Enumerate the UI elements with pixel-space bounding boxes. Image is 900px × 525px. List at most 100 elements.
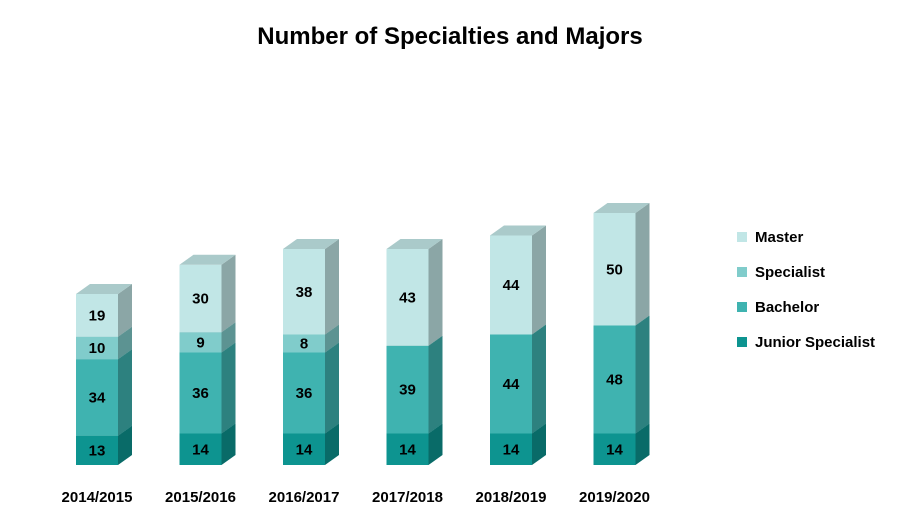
x-tick-label-2016-2017: 2016/2017 <box>269 489 340 506</box>
bar-top-master-2015-2016 <box>179 254 236 265</box>
legend-item-specialist: Specialist <box>737 264 825 281</box>
bar-top-master-2016-2017 <box>283 239 339 249</box>
data-label-junior-specialist-2016-2017: 14 <box>296 441 313 458</box>
data-label-master-2018-2019: 44 <box>503 277 520 294</box>
data-label-master-2017-2018: 43 <box>399 289 416 306</box>
bar-side-junior-specialist-2019-2020 <box>635 423 650 465</box>
data-label-master-2015-2016: 30 <box>192 291 209 308</box>
bar-front-specialist-2016-2017 <box>283 334 325 353</box>
data-label-bachelor-2016-2017: 36 <box>296 385 313 402</box>
x-tick-label-2014-2015: 2014/2015 <box>62 489 133 506</box>
legend-swatch-master <box>737 232 747 242</box>
bar-front-bachelor-2019-2020 <box>593 325 636 434</box>
x-axis-labels: 2014/2015 2015/2016 2016/2017 2017/2018 2018… <box>62 489 650 506</box>
bar-segment-master-2014-2015 <box>76 284 132 337</box>
bar-side-bachelor-2016-2017 <box>325 342 339 434</box>
legend-item-bachelor: Bachelor <box>737 299 819 316</box>
bar-front-junior-specialist-2014-2015 <box>76 435 118 465</box>
bar-top-master-2017-2018 <box>386 239 443 249</box>
bar-front-master-2014-2015 <box>76 294 118 337</box>
chart-title: Number of Specialties and Majors <box>257 23 642 50</box>
data-label-master-2016-2017: 38 <box>296 284 313 301</box>
bar-front-master-2017-2018 <box>386 249 429 346</box>
x-tick-label-2019-2020: 2019/2020 <box>579 489 650 506</box>
bar-front-master-2019-2020 <box>593 213 636 326</box>
bar-side-master-2016-2017 <box>325 239 339 335</box>
legend-item-junior-specialist: Junior Specialist <box>737 334 875 351</box>
bar-front-junior-specialist-2017-2018 <box>386 433 429 465</box>
bar-side-master-2017-2018 <box>428 239 443 346</box>
bar-front-junior-specialist-2018-2019 <box>490 433 532 465</box>
legend-swatch-bachelor <box>737 302 747 312</box>
data-label-bachelor-2018-2019: 44 <box>503 376 520 393</box>
bar-side-master-2015-2016 <box>221 254 236 333</box>
data-label-master-2019-2020: 50 <box>606 261 623 278</box>
data-label-bachelor-2017-2018: 39 <box>399 382 416 399</box>
data-label-junior-specialist-2018-2019: 14 <box>503 441 520 458</box>
data-label-master-2014-2015: 19 <box>89 307 106 324</box>
bar-segment-master-2016-2017 <box>283 239 339 335</box>
bar-side-specialist-2015-2016 <box>221 322 236 353</box>
data-label-specialist-2016-2017: 8 <box>300 336 308 353</box>
legend-label-bachelor: Bachelor <box>755 299 819 316</box>
legend-label-specialist: Specialist <box>755 264 825 281</box>
bar-front-specialist-2014-2015 <box>76 336 118 360</box>
bar-front-bachelor-2014-2015 <box>76 359 118 436</box>
bar-side-bachelor-2015-2016 <box>221 342 236 434</box>
legend-label-master: Master <box>755 229 804 246</box>
bar-segment-bachelor-2015-2016 <box>179 342 236 434</box>
bar-front-master-2018-2019 <box>490 235 532 335</box>
x-tick-label-2018-2019: 2018/2019 <box>476 489 547 506</box>
bar-front-bachelor-2015-2016 <box>179 352 222 434</box>
bar-side-junior-specialist-2017-2018 <box>428 423 443 465</box>
bar-segment-master-2015-2016 <box>179 254 236 333</box>
legend-swatch-specialist <box>737 267 747 277</box>
bar-side-junior-specialist-2015-2016 <box>221 423 236 465</box>
bar-front-master-2015-2016 <box>179 264 222 333</box>
data-label-specialist-2014-2015: 10 <box>89 340 106 357</box>
bar-side-junior-specialist-2016-2017 <box>325 423 339 465</box>
bar-front-bachelor-2016-2017 <box>283 352 325 434</box>
bar-side-bachelor-2018-2019 <box>532 324 546 434</box>
bar-front-junior-specialist-2015-2016 <box>179 433 222 465</box>
legend-label-junior-specialist: Junior Specialist <box>755 334 875 351</box>
bar-top-master-2019-2020 <box>593 203 650 213</box>
legend: Master Specialist Bachelor Junior Specialis… <box>737 229 875 351</box>
x-tick-label-2017-2018: 2017/2018 <box>372 489 443 506</box>
bar-side-bachelor-2014-2015 <box>118 349 132 436</box>
bar-front-junior-specialist-2019-2020 <box>593 433 636 465</box>
bar-segment-bachelor-2019-2020 <box>593 315 650 434</box>
x-tick-label-2015-2016: 2015/2016 <box>165 489 236 506</box>
data-label-junior-specialist-2017-2018: 14 <box>399 441 416 458</box>
bar-front-specialist-2015-2016 <box>179 332 222 353</box>
bar-side-junior-specialist-2018-2019 <box>532 423 546 465</box>
bar-front-junior-specialist-2016-2017 <box>283 433 325 465</box>
bar-front-bachelor-2018-2019 <box>490 334 532 434</box>
bar-segment-master-2019-2020 <box>593 203 650 326</box>
legend-item-master: Master <box>737 229 804 246</box>
bar-side-junior-specialist-2014-2015 <box>118 425 132 465</box>
bar-side-bachelor-2019-2020 <box>635 315 650 434</box>
bar-segment-master-2017-2018 <box>386 239 443 346</box>
legend-swatch-junior-specialist <box>737 337 747 347</box>
data-label-specialist-2015-2016: 9 <box>196 334 204 351</box>
data-label-junior-specialist-2014-2015: 13 <box>89 442 106 459</box>
bar-top-master-2014-2015 <box>76 284 132 294</box>
data-label-junior-specialist-2019-2020: 14 <box>606 441 623 458</box>
bar-front-bachelor-2017-2018 <box>386 345 429 434</box>
bar-side-bachelor-2017-2018 <box>428 335 443 434</box>
bar-side-master-2018-2019 <box>532 225 546 335</box>
data-label-bachelor-2014-2015: 34 <box>89 390 106 407</box>
bar-front-master-2016-2017 <box>283 249 325 335</box>
bar-side-specialist-2014-2015 <box>118 326 132 360</box>
bar-side-specialist-2016-2017 <box>325 324 339 353</box>
bar-side-master-2019-2020 <box>635 203 650 326</box>
bar-side-master-2014-2015 <box>118 284 132 337</box>
data-label-junior-specialist-2015-2016: 14 <box>192 441 209 458</box>
data-label-bachelor-2019-2020: 48 <box>606 372 623 389</box>
bars-layer: 13 34 10 19 14 36 9 30 14 36 8 38 14 39 43 14 44 44 14 48 50 <box>76 203 650 465</box>
data-label-bachelor-2015-2016: 36 <box>192 385 209 402</box>
bar-top-master-2018-2019 <box>490 225 546 236</box>
bar-segment-master-2018-2019 <box>490 225 546 335</box>
